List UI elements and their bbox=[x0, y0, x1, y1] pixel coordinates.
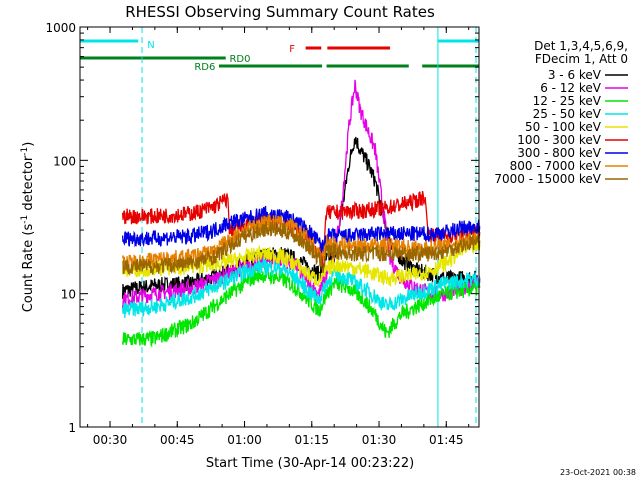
y-axis-label-part: detector bbox=[21, 155, 36, 215]
legend: Det 1,3,4,5,6,9, FDecim 1, Att 0 3 - 6 k… bbox=[494, 39, 628, 186]
y-tick-label: 1000 bbox=[45, 21, 76, 35]
legend-header-line-2: FDecim 1, Att 0 bbox=[535, 52, 628, 66]
flag-bar-label: RD6 bbox=[194, 62, 215, 73]
series-line bbox=[121, 266, 481, 348]
y-tick-label: 100 bbox=[53, 154, 76, 168]
plot-frame bbox=[79, 26, 480, 428]
legend-header-line-1: Det 1,3,4,5,6,9, bbox=[534, 39, 628, 53]
y-axis: 1 10 100 1000 bbox=[45, 21, 479, 435]
x-tick-label: 01:15 bbox=[294, 433, 329, 447]
legend-entry-label: 6 - 12 keV bbox=[540, 81, 602, 95]
x-axis: 00:30 00:45 01:00 01:15 01:30 01:45 bbox=[87, 27, 470, 447]
chart-title: RHESSI Observing Summary Count Rates bbox=[125, 3, 435, 21]
generation-timestamp: 23-Oct-2021 00:38 bbox=[560, 468, 636, 477]
flag-bar-label: N bbox=[147, 40, 154, 51]
legend-entry-label: 12 - 25 keV bbox=[533, 94, 602, 108]
flag-bar-label: F bbox=[289, 44, 295, 55]
series-line bbox=[121, 205, 481, 253]
y-axis-label-part: ) bbox=[21, 142, 36, 147]
legend-entry-label: 50 - 100 keV bbox=[525, 120, 602, 134]
legend-entry-label: 3 - 6 keV bbox=[548, 68, 602, 82]
legend-entry-label: 300 - 800 keV bbox=[517, 146, 601, 160]
y-axis-label-part: Count Rate (s bbox=[21, 224, 36, 313]
legend-entry-label: 7000 - 15000 keV bbox=[494, 172, 601, 186]
x-tick-label: 00:45 bbox=[160, 433, 195, 447]
y-tick-label: 10 bbox=[61, 288, 76, 302]
x-axis-label: Start Time (30-Apr-14 00:23:22) bbox=[206, 456, 414, 471]
x-tick-label: 01:00 bbox=[227, 433, 262, 447]
x-tick-label: 01:30 bbox=[362, 433, 397, 447]
flag-bar-label: RD0 bbox=[229, 54, 250, 65]
data-series bbox=[121, 79, 481, 348]
series-line bbox=[121, 256, 481, 319]
y-tick-label: 1 bbox=[68, 421, 76, 435]
y-axis-label-exponent: -1 bbox=[20, 215, 30, 224]
y-axis-label-exponent: -1 bbox=[20, 147, 30, 156]
x-tick-label: 00:30 bbox=[93, 433, 128, 447]
legend-entry-label: 100 - 300 keV bbox=[517, 133, 601, 147]
x-tick-label: 01:45 bbox=[429, 433, 464, 447]
legend-entry-label: 800 - 7000 keV bbox=[510, 159, 602, 173]
legend-entry-label: 25 - 50 keV bbox=[533, 107, 602, 121]
y-axis-label: Count Rate (s-1 detector-1) bbox=[20, 142, 36, 313]
flag-bars: N RD0 RD6 F bbox=[80, 39, 479, 73]
series-line bbox=[122, 220, 481, 275]
